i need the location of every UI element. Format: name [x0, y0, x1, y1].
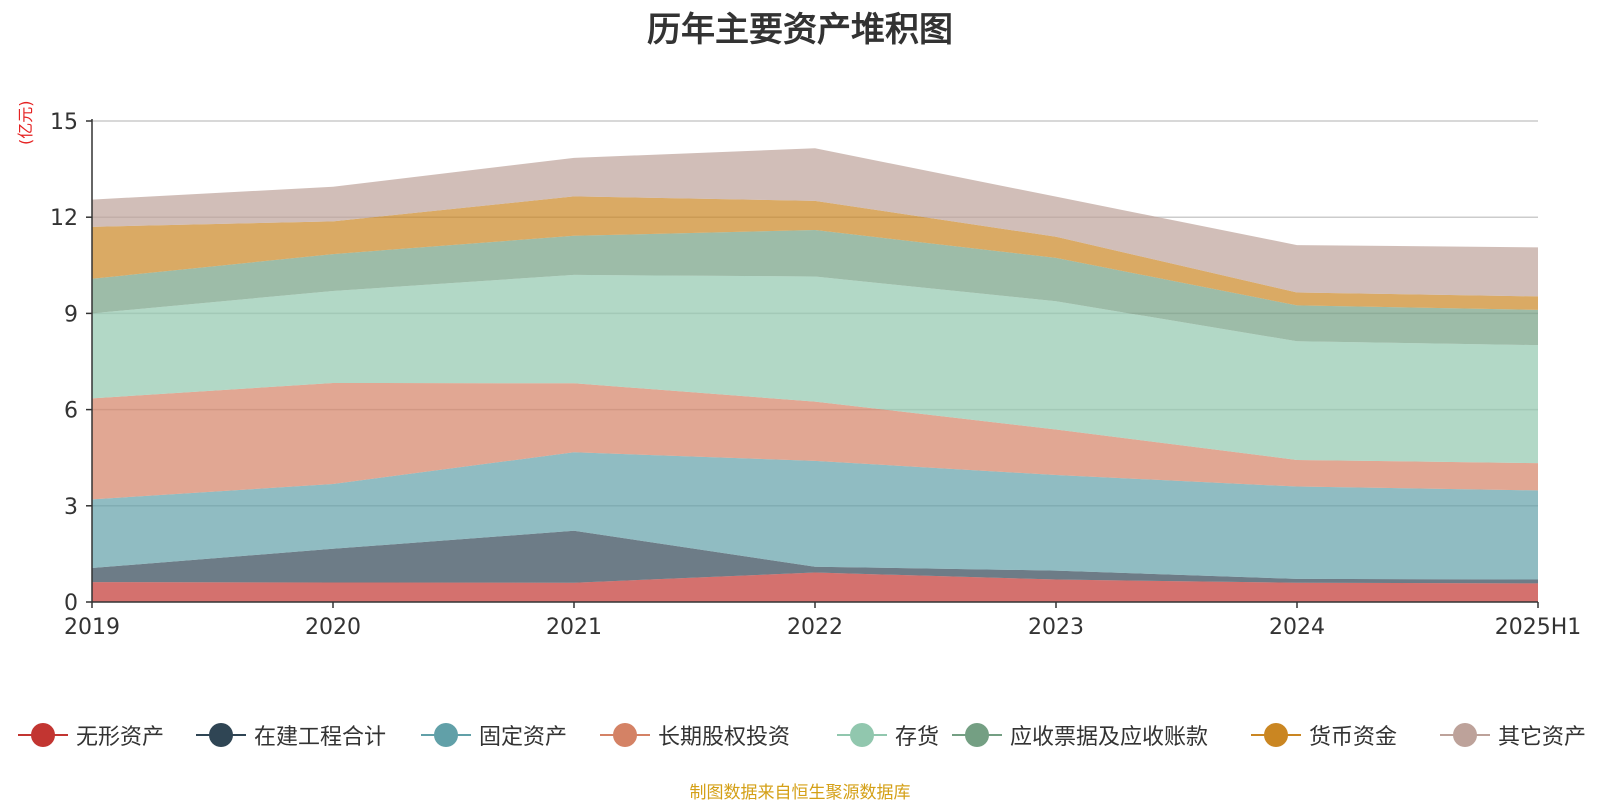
legend-label: 固定资产 [479, 725, 568, 750]
y-tick-label: 6 [64, 399, 78, 424]
legend-item[interactable]: 货币资金 [1251, 718, 1397, 752]
legend-swatch-icon [18, 721, 68, 749]
legend-item[interactable]: 存货 [837, 718, 939, 752]
x-tick-label: 2021 [546, 615, 602, 640]
legend-item[interactable]: 无形资产 [18, 718, 164, 752]
area-series-6 [92, 230, 1538, 346]
x-tick-label: 2019 [64, 615, 120, 640]
area-series-2 [92, 530, 1538, 584]
area-series-7 [92, 196, 1538, 310]
area-series-1 [92, 572, 1538, 602]
legend-label: 货币资金 [1309, 725, 1398, 750]
legend-swatch-icon [952, 721, 1002, 749]
y-tick-label: 15 [50, 110, 78, 135]
legend-label: 无形资产 [76, 725, 165, 750]
legend-label: 存货 [895, 725, 940, 750]
area-series-8 [92, 148, 1538, 297]
legend-item[interactable]: 其它资产 [1440, 718, 1586, 752]
legend-label: 长期股权投资 [658, 725, 791, 750]
chart-title: 历年主要资产堆积图 [647, 10, 953, 50]
legend-item[interactable]: 在建工程合计 [196, 718, 386, 752]
legend-swatch-icon [837, 721, 887, 749]
legend-item[interactable]: 长期股权投资 [600, 718, 790, 752]
x-tick-label: 2020 [305, 615, 361, 640]
legend-label: 其它资产 [1498, 725, 1587, 750]
legend-swatch-icon [1251, 721, 1301, 749]
legend-item[interactable]: 固定资产 [421, 718, 567, 752]
area-series-4 [92, 382, 1538, 500]
x-tick-label: 2025H1 [1495, 615, 1582, 640]
y-tick-label: 3 [64, 495, 78, 520]
legend-swatch-icon [1440, 721, 1490, 749]
legend-swatch-icon [600, 721, 650, 749]
legend-label: 应收票据及应收账款 [1010, 725, 1209, 750]
area-series-3 [92, 452, 1538, 580]
legend-item[interactable]: 应收票据及应收账款 [952, 718, 1208, 752]
stacked-area-chart: 0 3 6 9 12 15 2019 2020 2021 2022 2023 2024 2025H1 [50, 110, 1582, 640]
y-tick-label: 0 [64, 591, 78, 616]
legend-label: 在建工程合计 [254, 725, 387, 750]
y-tick-label: 9 [64, 302, 78, 327]
y-tick-label: 12 [50, 206, 78, 231]
legend-swatch-icon [196, 721, 246, 749]
data-source-note: 制图数据来自恒生聚源数据库 [689, 783, 911, 803]
area-series-group [92, 148, 1538, 602]
x-tick-label: 2024 [1269, 615, 1325, 640]
legend-swatch-icon [421, 721, 471, 749]
area-series-5 [92, 274, 1538, 464]
chart-legend: 无形资产 在建工程合计 固定资产 长期股权投资 存货 应收票据及应收账款 货币资金 其它资产 [0, 718, 1600, 752]
x-tick-label: 2023 [1028, 615, 1084, 640]
x-tick-label: 2022 [787, 615, 843, 640]
